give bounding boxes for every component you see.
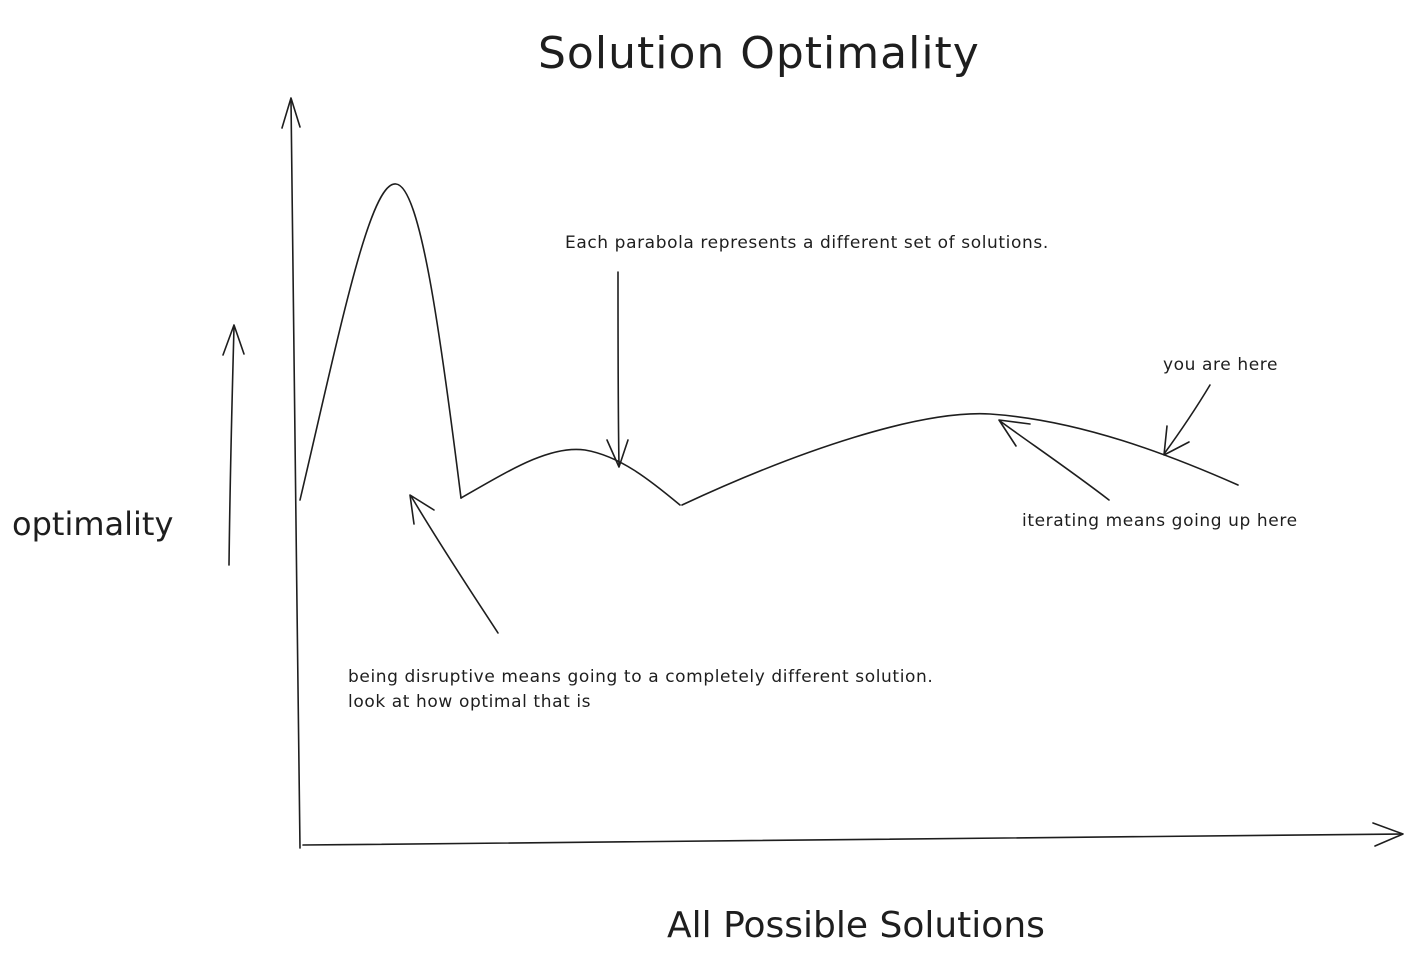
y-axis-label: optimality	[12, 505, 174, 543]
optimality-arrow	[222, 324, 245, 566]
x-axis-line	[302, 833, 1403, 846]
parabola-note-arrow-head	[606, 439, 629, 468]
parabola-note-arrow-line	[617, 271, 620, 467]
parabola-2	[460, 448, 681, 506]
disruptive-arrow	[409, 494, 499, 634]
iterating-arrow-head	[998, 419, 1031, 447]
disruptive-annotation: being disruptive means going to a comple…	[348, 665, 933, 715]
parabola-annotation: Each parabola represents a different set…	[565, 233, 1049, 253]
iterating-annotation: iterating means going up here	[1022, 511, 1298, 531]
disruptive-arrow-line	[410, 495, 499, 634]
parabola-note-arrow	[606, 271, 629, 468]
disruptive-arrow-head	[409, 494, 435, 525]
iterating-arrow	[998, 419, 1110, 501]
optimality-arrow-line	[228, 326, 235, 566]
disruptive-annotation-line-2: look at how optimal that is	[348, 692, 592, 712]
you-are-here-annotation: you are here	[1163, 355, 1279, 375]
you-are-here-arrow	[1163, 384, 1211, 456]
y-axis	[281, 97, 301, 849]
diagram-title: Solution Optimality	[538, 28, 980, 79]
parabola-1	[299, 183, 462, 501]
x-axis-label: All Possible Solutions	[667, 905, 1045, 946]
disruptive-annotation-line-1: being disruptive means going to a comple…	[348, 667, 934, 687]
x-axis-arrowhead	[1372, 822, 1404, 847]
you-are-here-arrow-line	[1163, 384, 1211, 455]
iterating-arrow-line	[999, 420, 1110, 501]
you-are-here-arrow-head	[1163, 425, 1190, 456]
parabola-3	[681, 412, 1239, 506]
y-axis-arrowhead	[281, 97, 301, 129]
x-axis	[302, 822, 1404, 847]
optimality-arrow-head	[222, 324, 245, 356]
y-axis-line	[290, 99, 301, 849]
